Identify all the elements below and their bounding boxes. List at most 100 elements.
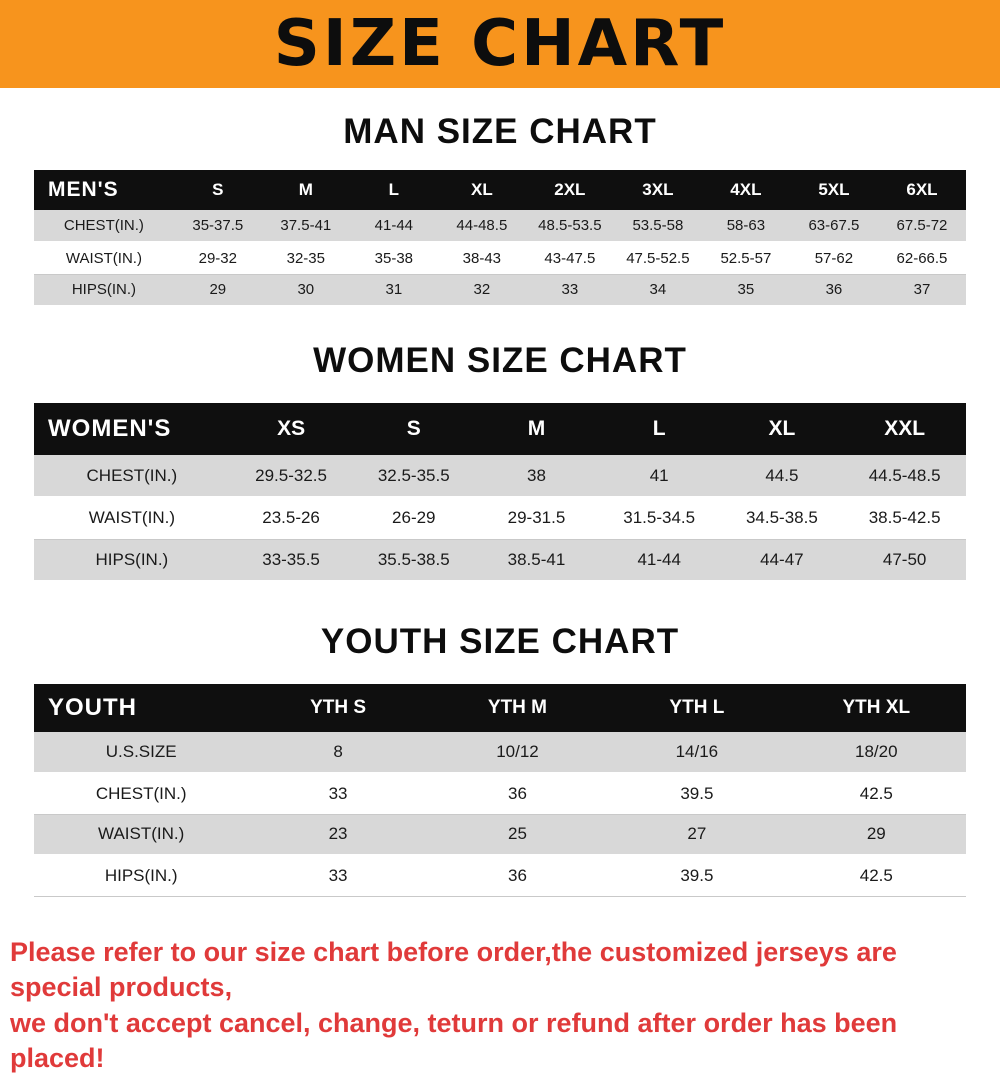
measurement-label: CHEST(IN.) [34, 455, 230, 497]
measurement-value: 67.5-72 [878, 210, 966, 242]
banner-title: SIZE CHART [274, 7, 726, 81]
measurement-value: 39.5 [607, 773, 786, 814]
size-column-header: XL [438, 170, 526, 210]
measurement-value: 44.5 [721, 455, 844, 497]
measurement-value: 62-66.5 [878, 242, 966, 274]
size-column-header: 2XL [526, 170, 614, 210]
size-column-header: M [262, 170, 350, 210]
measurement-label: WAIST(IN.) [34, 814, 248, 855]
measurement-value: 27 [607, 814, 786, 855]
measurement-value: 38.5-41 [475, 539, 598, 581]
measurement-value: 33 [248, 773, 427, 814]
measurement-value: 35.5-38.5 [352, 539, 475, 581]
measurement-value: 44-48.5 [438, 210, 526, 242]
measurement-value: 37 [878, 274, 966, 306]
measurement-label: CHEST(IN.) [34, 773, 248, 814]
size-column-header: YTH M [428, 684, 607, 732]
measurement-label: U.S.SIZE [34, 732, 248, 773]
size-column-header: S [352, 403, 475, 455]
measurement-value: 39.5 [607, 855, 786, 896]
measurement-value: 32-35 [262, 242, 350, 274]
measurement-value: 52.5-57 [702, 242, 790, 274]
measurement-value: 41 [598, 455, 721, 497]
order-policy-line-1: Please refer to our size chart before or… [10, 935, 990, 1006]
measurement-value: 29 [174, 274, 262, 306]
measurement-value: 63-67.5 [790, 210, 878, 242]
size-column-header: 5XL [790, 170, 878, 210]
measurement-label: HIPS(IN.) [34, 274, 174, 306]
men-section-heading: MAN SIZE CHART [0, 112, 1000, 152]
size-column-header: L [350, 170, 438, 210]
measurement-label: WAIST(IN.) [34, 242, 174, 274]
measurement-value: 23 [248, 814, 427, 855]
measurement-value: 41-44 [598, 539, 721, 581]
measurement-value: 47-50 [843, 539, 966, 581]
measurement-value: 23.5-26 [230, 497, 353, 539]
measurement-value: 38 [475, 455, 598, 497]
measurement-value: 29 [787, 814, 966, 855]
measurement-value: 34.5-38.5 [721, 497, 844, 539]
measurement-value: 33 [248, 855, 427, 896]
measurement-value: 10/12 [428, 732, 607, 773]
measurement-value: 48.5-53.5 [526, 210, 614, 242]
youth-section-heading: YOUTH SIZE CHART [0, 622, 1000, 662]
size-column-header: YTH L [607, 684, 786, 732]
size-column-header: L [598, 403, 721, 455]
measurement-value: 29.5-32.5 [230, 455, 353, 497]
measurement-value: 57-62 [790, 242, 878, 274]
measurement-value: 35 [702, 274, 790, 306]
measurement-value: 8 [248, 732, 427, 773]
size-column-header: XXL [843, 403, 966, 455]
size-column-header: 4XL [702, 170, 790, 210]
order-policy-line-2: we don't accept cancel, change, teturn o… [10, 1006, 990, 1077]
size-column-header: XS [230, 403, 353, 455]
measurement-value: 41-44 [350, 210, 438, 242]
measurement-value: 33-35.5 [230, 539, 353, 581]
measurement-value: 29-32 [174, 242, 262, 274]
measurement-value: 25 [428, 814, 607, 855]
measurement-value: 32 [438, 274, 526, 306]
measurement-value: 26-29 [352, 497, 475, 539]
size-chart-banner: SIZE CHART [0, 0, 1000, 88]
measurement-label: CHEST(IN.) [34, 210, 174, 242]
measurement-value: 37.5-41 [262, 210, 350, 242]
measurement-value: 44-47 [721, 539, 844, 581]
measurement-value: 31.5-34.5 [598, 497, 721, 539]
measurement-value: 42.5 [787, 773, 966, 814]
measurement-value: 58-63 [702, 210, 790, 242]
measurement-label: HIPS(IN.) [34, 855, 248, 896]
measurement-value: 43-47.5 [526, 242, 614, 274]
table-title-cell: YOUTH [34, 684, 248, 732]
measurement-value: 36 [790, 274, 878, 306]
measurement-value: 30 [262, 274, 350, 306]
measurement-value: 36 [428, 773, 607, 814]
measurement-value: 29-31.5 [475, 497, 598, 539]
size-column-header: YTH S [248, 684, 427, 732]
measurement-label: WAIST(IN.) [34, 497, 230, 539]
measurement-value: 34 [614, 274, 702, 306]
measurement-value: 33 [526, 274, 614, 306]
measurement-value: 38-43 [438, 242, 526, 274]
measurement-value: 35-38 [350, 242, 438, 274]
measurement-value: 42.5 [787, 855, 966, 896]
measurement-value: 32.5-35.5 [352, 455, 475, 497]
table-title-cell: MEN'S [34, 170, 174, 210]
